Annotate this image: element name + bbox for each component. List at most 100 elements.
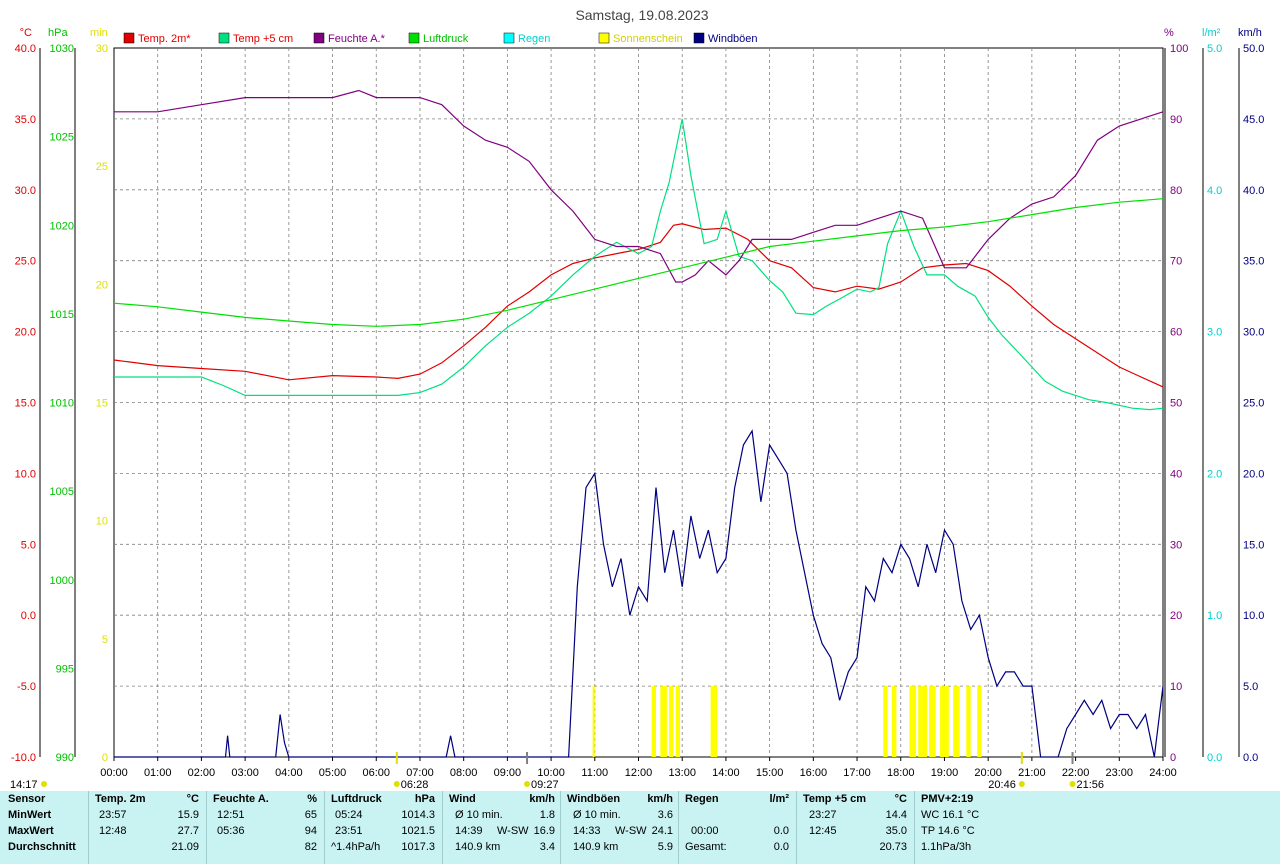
stats-head: Temp. 2m <box>95 793 146 805</box>
stats-time: 12:51 <box>217 809 245 821</box>
sun-tick-label: 15 <box>96 398 108 410</box>
sunshine-bar <box>883 686 888 757</box>
stats-windchill: WC 16.1 °C <box>921 809 980 821</box>
stats-head: Windböen <box>567 793 621 805</box>
legend-label: Temp. 2m* <box>138 33 191 45</box>
stats-luftdruck: Luftdruck hPa 05:24 1014.3 23:51 1021.5 ^1.… <box>324 791 443 864</box>
x-tick-label: 22:00 <box>1062 767 1090 779</box>
legend-swatch <box>598 32 610 44</box>
stats-label: Gesamt: <box>685 841 727 853</box>
stats-time: 00:00 <box>691 825 719 837</box>
rain-tick-label: 3.0 <box>1207 327 1222 339</box>
sun-tick-label: 20 <box>96 279 108 291</box>
sunshine-bar <box>592 686 595 757</box>
temp-tick-label: 10.0 <box>15 468 36 480</box>
series-feuchte-a <box>114 89 1164 283</box>
stats-feuchte: Feuchte A.% 12:51 65 05:36 94 82 <box>206 791 325 864</box>
stats-value: 15.9 <box>177 809 199 821</box>
legend-swatch <box>408 32 420 44</box>
x-tick-label: 21:00 <box>1018 767 1046 779</box>
stats-label-min: MinWert <box>8 809 52 821</box>
moon-time-label: 09:27 <box>531 779 559 791</box>
legend: Temp. 2m* Temp +5 cm Feuchte A.* Luftdruck R… <box>123 32 758 45</box>
sun-tick-label: 10 <box>96 516 108 528</box>
stats-pressure-trend: 1.1hPa/3h <box>921 841 972 853</box>
sun-icon <box>41 781 47 787</box>
temp-tick-label: 40.0 <box>15 43 36 55</box>
humidity-tick-label: 40 <box>1170 468 1182 480</box>
stats-value: 1014.3 <box>401 809 435 821</box>
stats-value: 1021.5 <box>401 825 435 837</box>
sun-icon <box>393 781 400 787</box>
sunshine-bar <box>929 686 936 757</box>
x-tick-label: 03:00 <box>231 767 259 779</box>
x-tick-label: 20:00 <box>974 767 1002 779</box>
sunshine-bar <box>660 686 667 757</box>
pressure-unit: hPa <box>48 27 68 39</box>
statistics-panel: Sensor MinWert MaxWert Durchschnitt Temp… <box>0 791 1280 864</box>
stats-value: 0.0 <box>773 825 789 837</box>
pressure-tick-label: 1005 <box>50 486 74 498</box>
temp-tick-label: 20.0 <box>15 327 36 339</box>
x-tick-label: 16:00 <box>800 767 828 779</box>
wind-unit: km/h <box>1238 27 1262 39</box>
sunshine-bar <box>669 686 674 757</box>
stats-value: 94 <box>304 825 317 837</box>
wind-tick-label: 20.0 <box>1243 468 1264 480</box>
sun-time-label: 20:46 <box>988 779 1016 791</box>
stats-sensor-head: Sensor <box>8 793 46 805</box>
sunshine-bar <box>892 686 897 757</box>
humidity-tick-label: 60 <box>1170 327 1182 339</box>
stats-unit: hPa <box>414 793 435 805</box>
stats-head: Luftdruck <box>331 793 382 805</box>
stats-head: Regen <box>685 793 719 805</box>
temp-tick-label: 5.0 <box>21 539 36 551</box>
temp-unit: °C <box>20 27 32 39</box>
stats-time: 23:51 <box>335 825 363 837</box>
moon-icon <box>1069 781 1076 787</box>
pressure-tick-label: 1015 <box>50 309 74 321</box>
wind-tick-label: 35.0 <box>1243 256 1264 268</box>
x-tick-label: 08:00 <box>450 767 478 779</box>
temp-tick-label: 35.0 <box>15 114 36 126</box>
series-luftdruck <box>113 198 1164 327</box>
x-tick-label: 13:00 <box>668 767 696 779</box>
rain-tick-label: 0.0 <box>1207 752 1222 764</box>
stats-direction: W-SW <box>615 825 647 837</box>
stats-value: 35.0 <box>885 825 907 837</box>
stats-time: 14:33 <box>573 825 601 837</box>
stats-unit: l/m² <box>769 793 789 805</box>
stats-pmv: PMV+2:19 WC 16.1 °C TP 14.6 °C 1.1hPa/3h <box>914 791 1280 864</box>
stats-value: 65 <box>304 809 317 821</box>
sunshine-bar <box>918 686 927 757</box>
sun-tick-label: 5 <box>102 634 108 646</box>
stats-unit: °C <box>186 793 199 805</box>
rain-tick-label: 5.0 <box>1207 43 1222 55</box>
sunshine-bar <box>953 686 960 757</box>
rain-unit: l/m² <box>1202 27 1221 39</box>
sunshine-bar <box>909 686 917 757</box>
rain-tick-label: 2.0 <box>1207 468 1222 480</box>
x-tick-label: 06:00 <box>362 767 390 779</box>
humidity-tick-label: 50 <box>1170 398 1182 410</box>
wind-tick-label: 15.0 <box>1243 539 1264 551</box>
stats-head: Feuchte A. <box>213 793 269 805</box>
stats-value: 5.9 <box>657 841 673 853</box>
stats-unit: km/h <box>647 793 673 805</box>
stats-distance: 140.9 km <box>455 841 501 853</box>
stats-distance: 140.9 km <box>573 841 619 853</box>
wind-tick-label: 40.0 <box>1243 185 1264 197</box>
sun-time-label: 06:28 <box>401 779 429 791</box>
legend-label: Sonnenschein <box>613 33 683 45</box>
sunshine-bar <box>966 686 971 757</box>
sun-unit: min <box>90 27 108 39</box>
humidity-tick-label: 0 <box>1170 752 1176 764</box>
legend-swatch <box>313 32 325 44</box>
legend-label: Windböen <box>708 33 758 45</box>
humidity-unit: % <box>1164 27 1174 39</box>
stats-value: 1017.3 <box>401 841 435 853</box>
stats-dewpoint: TP 14.6 °C <box>921 825 975 837</box>
stats-value: 82 <box>304 841 317 853</box>
wind-tick-label: 25.0 <box>1243 398 1264 410</box>
grid <box>114 48 1163 757</box>
